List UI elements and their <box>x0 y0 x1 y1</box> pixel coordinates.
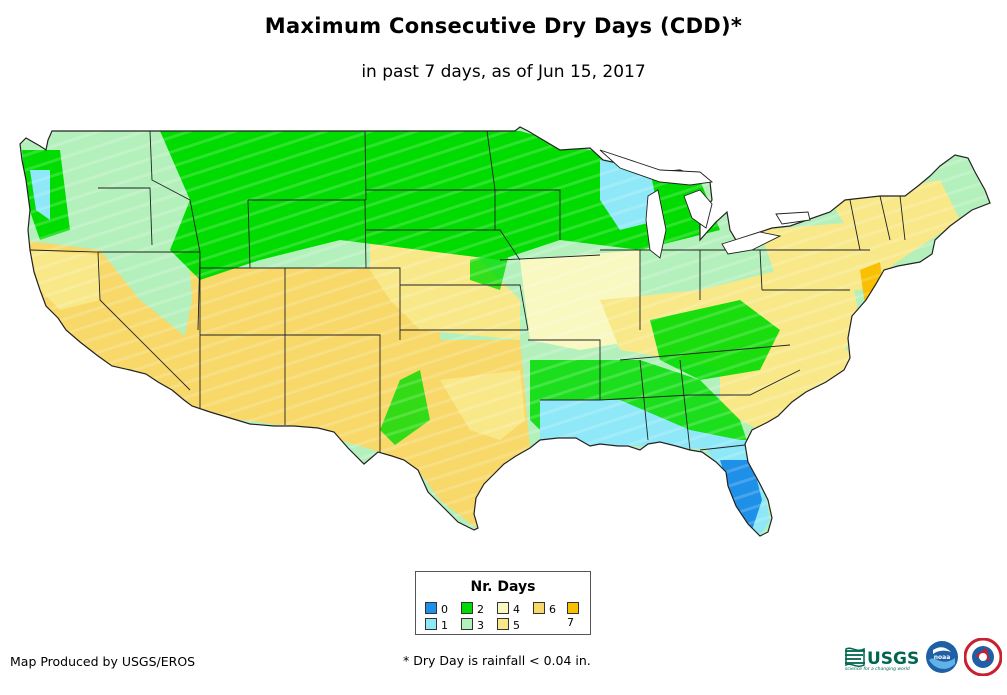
usgs-tagline: science for a changing world <box>845 666 910 672</box>
legend-swatch <box>533 602 545 614</box>
map-credit: Map Produced by USGS/EROS <box>10 654 196 669</box>
dry-day-note: * Dry Day is rainfall < 0.04 in. <box>403 653 591 668</box>
legend-item: 5 <box>497 618 520 632</box>
legend-swatch <box>425 602 437 614</box>
legend-title: Nr. Days <box>470 579 536 595</box>
nws-logo <box>964 638 1002 676</box>
legend-label: 1 <box>441 619 448 632</box>
legend-label: 0 <box>441 603 448 616</box>
legend-item: 0 <box>425 602 448 616</box>
legend-label: 4 <box>513 603 520 616</box>
usgs-wordmark: USGS <box>867 649 919 669</box>
legend-item: 6 <box>533 602 556 616</box>
legend-label: 5 <box>513 619 520 632</box>
legend-label: 3 <box>477 619 484 632</box>
legend-swatch <box>461 618 473 630</box>
legend-grid: 0 1 2 3 4 5 6 7 <box>423 602 588 632</box>
noaa-wordmark: noaa <box>934 654 951 661</box>
legend-label: 2 <box>477 603 484 616</box>
noaa-logo: noaa <box>926 641 958 673</box>
map-subtitle: in past 7 days, as of Jun 15, 2017 <box>361 62 646 82</box>
legend-swatch <box>461 602 473 614</box>
legend: Nr. Days 0 1 2 3 4 5 6 7 <box>415 571 591 635</box>
legend-swatch <box>567 602 579 614</box>
state-borders <box>29 130 906 452</box>
legend-swatch <box>497 618 509 630</box>
legend-item: 3 <box>461 618 484 632</box>
legend-item: 4 <box>497 602 520 616</box>
legend-label: 6 <box>549 603 556 616</box>
legend-item: 1 <box>425 618 448 632</box>
legend-label: 7 <box>567 616 574 629</box>
legend-item: 2 <box>461 602 484 616</box>
great-lakes <box>599 149 811 259</box>
legend-item: 7 <box>567 602 588 629</box>
legend-swatch <box>497 602 509 614</box>
legend-swatch <box>425 618 437 630</box>
usgs-logo: USGS science for a changing world <box>845 647 919 672</box>
map-title: Maximum Consecutive Dry Days (CDD)* <box>264 14 743 38</box>
